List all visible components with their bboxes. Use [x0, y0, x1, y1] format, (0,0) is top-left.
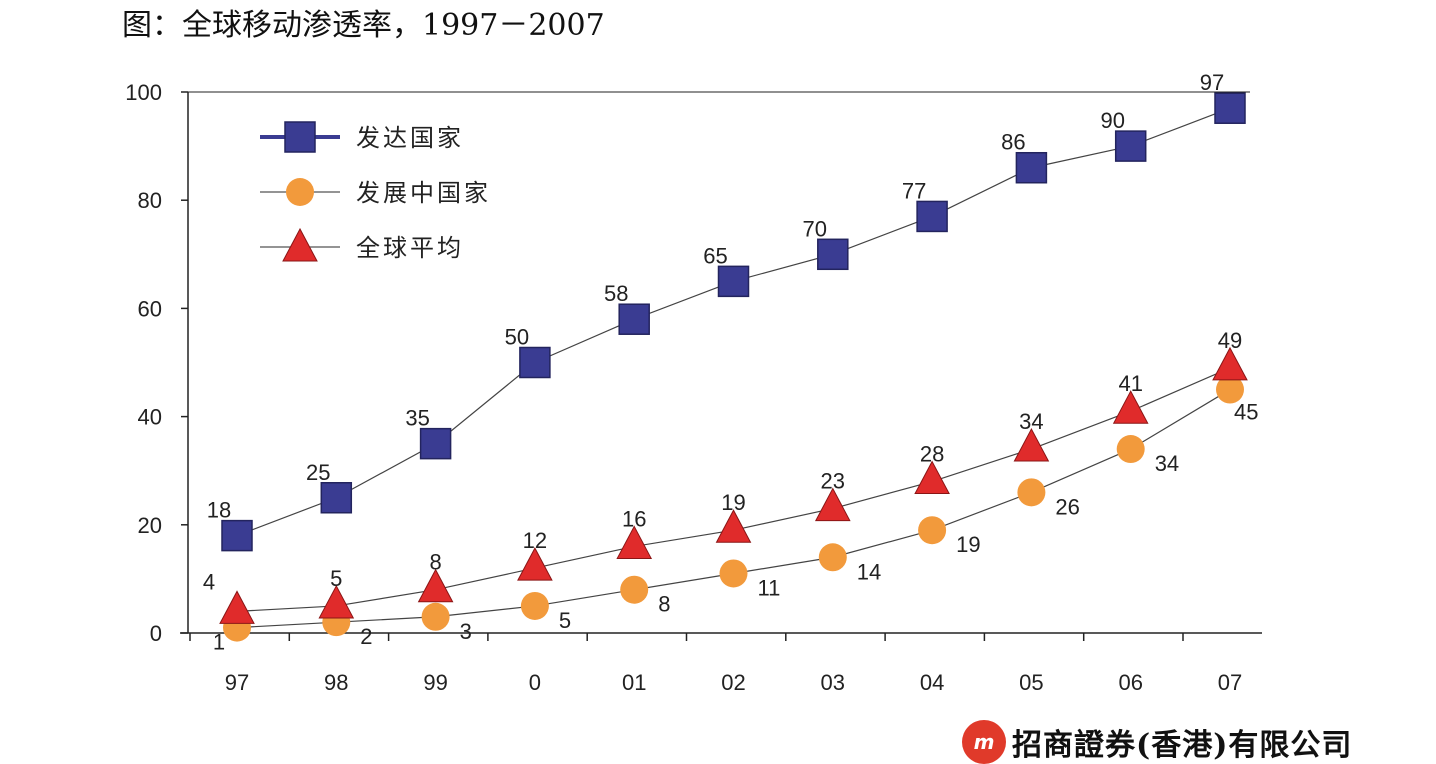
data-label: 58: [604, 281, 628, 306]
legend-marker-triangle: [282, 227, 318, 262]
data-point-square: [221, 519, 253, 552]
data-label: 97: [1200, 70, 1224, 95]
data-label: 18: [207, 498, 231, 523]
legend-label: 全球平均: [356, 234, 464, 262]
y-tick-label: 100: [125, 80, 162, 105]
legend-label: 发达国家: [356, 124, 464, 152]
data-point-triangle: [219, 590, 255, 624]
x-tick-label: 06: [1118, 670, 1142, 695]
data-point-circle: [520, 591, 549, 620]
y-tick-label: 20: [138, 513, 162, 538]
data-label: 5: [330, 566, 342, 591]
data-label: 34: [1155, 451, 1179, 476]
data-point-circle: [1017, 478, 1046, 507]
data-point-circle: [818, 543, 847, 572]
data-point-circle: [620, 575, 649, 604]
data-label: 34: [1019, 409, 1043, 434]
data-label: 11: [758, 575, 781, 600]
data-label: 23: [821, 469, 845, 494]
data-label: 50: [505, 325, 529, 350]
data-point-triangle: [715, 509, 752, 543]
data-label: 5: [559, 608, 571, 633]
data-label: 65: [703, 243, 727, 268]
company-logo: m 招商證券(香港)有限公司: [962, 720, 1353, 764]
data-point-square: [419, 427, 452, 460]
data-point-circle: [421, 602, 450, 631]
data-label: 35: [405, 406, 429, 431]
x-tick-label: 04: [920, 670, 944, 695]
data-point-square: [519, 346, 551, 379]
x-tick-label: 05: [1019, 670, 1043, 695]
data-label: 45: [1234, 400, 1258, 425]
data-point-triangle: [814, 487, 851, 522]
data-label: 19: [956, 532, 980, 557]
data-point-square: [1015, 151, 1048, 184]
x-tick-label: 03: [821, 670, 845, 695]
x-tick-label: 97: [225, 670, 249, 695]
data-label: 28: [920, 442, 944, 467]
data-point-square: [717, 265, 750, 298]
data-point-triangle: [417, 568, 454, 603]
data-point-square: [1214, 92, 1246, 124]
logo-mark-icon: m: [962, 720, 1006, 764]
data-point-square: [618, 303, 650, 335]
data-label: 70: [803, 216, 827, 241]
data-point-triangle: [318, 584, 355, 619]
x-tick-label: 99: [423, 670, 447, 695]
y-tick-label: 0: [150, 621, 162, 646]
data-label: 90: [1100, 108, 1124, 133]
x-tick-label: 0: [529, 670, 541, 695]
data-label: 19: [721, 490, 745, 515]
data-point-square: [320, 482, 353, 514]
data-point-circle: [1216, 375, 1244, 404]
y-tick-label: 80: [138, 188, 162, 213]
data-point-square: [916, 200, 948, 233]
data-point-circle: [918, 516, 947, 545]
data-point-circle: [1116, 435, 1145, 464]
data-point-square: [1114, 130, 1147, 162]
data-label: 2: [360, 624, 372, 649]
data-label: 16: [622, 506, 646, 531]
x-tick-label: 02: [721, 670, 745, 695]
data-label: 12: [523, 528, 547, 553]
x-tick-label: 98: [324, 670, 348, 695]
data-label: 25: [306, 460, 330, 485]
data-point-triangle: [914, 460, 950, 495]
legend-marker-square: [284, 121, 316, 153]
logo-text: 招商證券(香港)有限公司: [1012, 728, 1353, 763]
data-label: 14: [857, 559, 881, 584]
data-label: 4: [203, 569, 215, 594]
y-tick-label: 60: [138, 296, 162, 321]
y-tick-label: 40: [138, 405, 162, 430]
x-tick-label: 01: [622, 670, 646, 695]
data-point-triangle: [1212, 346, 1248, 381]
data-point-triangle: [1112, 390, 1149, 424]
data-label: 86: [1001, 130, 1025, 155]
data-label: 8: [658, 592, 670, 617]
data-label: 41: [1118, 371, 1142, 396]
data-point-triangle: [616, 525, 653, 559]
data-point-square: [817, 238, 849, 271]
series-line-square: [236, 107, 1231, 537]
data-point-triangle: [517, 547, 553, 581]
legend-label: 发展中国家: [356, 179, 491, 207]
x-tick-label: 07: [1218, 670, 1242, 695]
data-point-circle: [719, 559, 748, 588]
data-label: 77: [902, 178, 926, 203]
chart-title: 图：全球移动渗透率，1997－2007: [122, 8, 605, 43]
data-label: 26: [1055, 494, 1079, 519]
legend-marker-circle: [286, 178, 314, 206]
data-label: 8: [429, 550, 441, 575]
data-label: 1: [213, 630, 225, 655]
data-label: 3: [460, 619, 472, 644]
data-label: 49: [1218, 328, 1242, 353]
data-point-triangle: [1013, 427, 1050, 462]
